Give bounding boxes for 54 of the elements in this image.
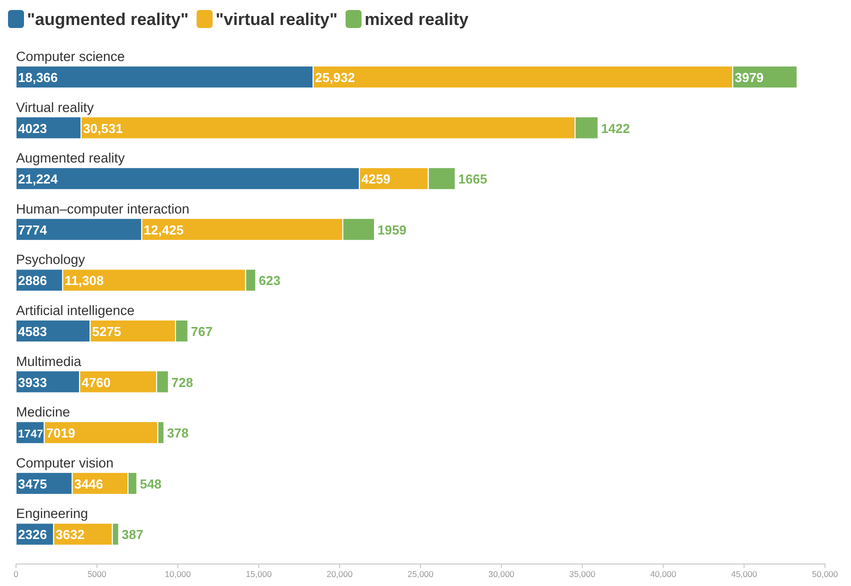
data-label: 728 (171, 374, 194, 390)
data-label: 4760 (82, 374, 111, 390)
y-tick-label: Computer science (16, 49, 125, 64)
data-label: 3475 (18, 476, 47, 492)
data-label: 1665 (458, 172, 488, 187)
data-label: 30,531 (83, 120, 123, 136)
y-tick-label: Engineering (16, 506, 88, 522)
data-label: 18,366 (18, 70, 58, 85)
y-tick-label: Artificial intelligence (16, 303, 135, 318)
data-label: 3933 (18, 374, 47, 390)
data-label: 3632 (56, 527, 85, 542)
data-label: 3979 (734, 70, 764, 85)
x-tick-label: 10,000 (164, 569, 192, 580)
data-label: 767 (190, 324, 213, 339)
data-label: 623 (258, 273, 280, 288)
data-label: 1747 (18, 428, 44, 441)
data-label: 1959 (378, 222, 406, 238)
x-tick-label: 0 (14, 569, 19, 580)
x-tick-label: 45,000 (731, 569, 758, 580)
data-label: 25,932 (315, 70, 355, 85)
data-label: 2326 (18, 527, 47, 542)
data-label: 11,308 (64, 273, 104, 288)
x-tick-label: 5000 (87, 569, 107, 580)
y-tick-label: Virtual reality (16, 100, 94, 115)
legend-label: mixed reality (364, 10, 470, 29)
data-label: 12,425 (144, 222, 184, 238)
y-tick-label: Psychology (16, 252, 86, 268)
data-label: 1422 (601, 120, 630, 136)
data-label: 4023 (18, 120, 47, 136)
y-tick-label: Medicine (16, 404, 70, 420)
x-tick-label: 35,000 (569, 569, 596, 580)
y-tick-label: Human–computer interaction (16, 201, 190, 216)
data-label: 387 (122, 527, 144, 542)
data-label: 7019 (46, 426, 76, 441)
y-tick-label: Augmented reality (16, 150, 126, 166)
x-tick-label: 20,000 (326, 569, 353, 580)
x-tick-label: 40,000 (650, 569, 676, 580)
data-label: 548 (140, 476, 162, 492)
x-tick-label: 15,000 (246, 569, 272, 580)
data-label: 4259 (361, 172, 390, 187)
data-label: 4583 (18, 324, 47, 339)
legend-label: "virtual reality" (216, 10, 338, 29)
data-label: 378 (166, 426, 189, 441)
data-label: 21,224 (18, 172, 59, 187)
data-label: 3446 (74, 476, 104, 492)
x-tick-label: 50,000 (812, 569, 838, 580)
data-label: 2886 (18, 273, 47, 288)
data-label: 7774 (18, 222, 48, 238)
legend-label: "augmented reality" (27, 10, 189, 29)
y-tick-label: Computer vision (16, 455, 114, 470)
x-tick-label: 30,000 (488, 569, 515, 580)
data-label: 5275 (92, 324, 122, 339)
y-tick-label: Multimedia (16, 354, 82, 369)
x-tick-label: 25,000 (408, 569, 434, 580)
